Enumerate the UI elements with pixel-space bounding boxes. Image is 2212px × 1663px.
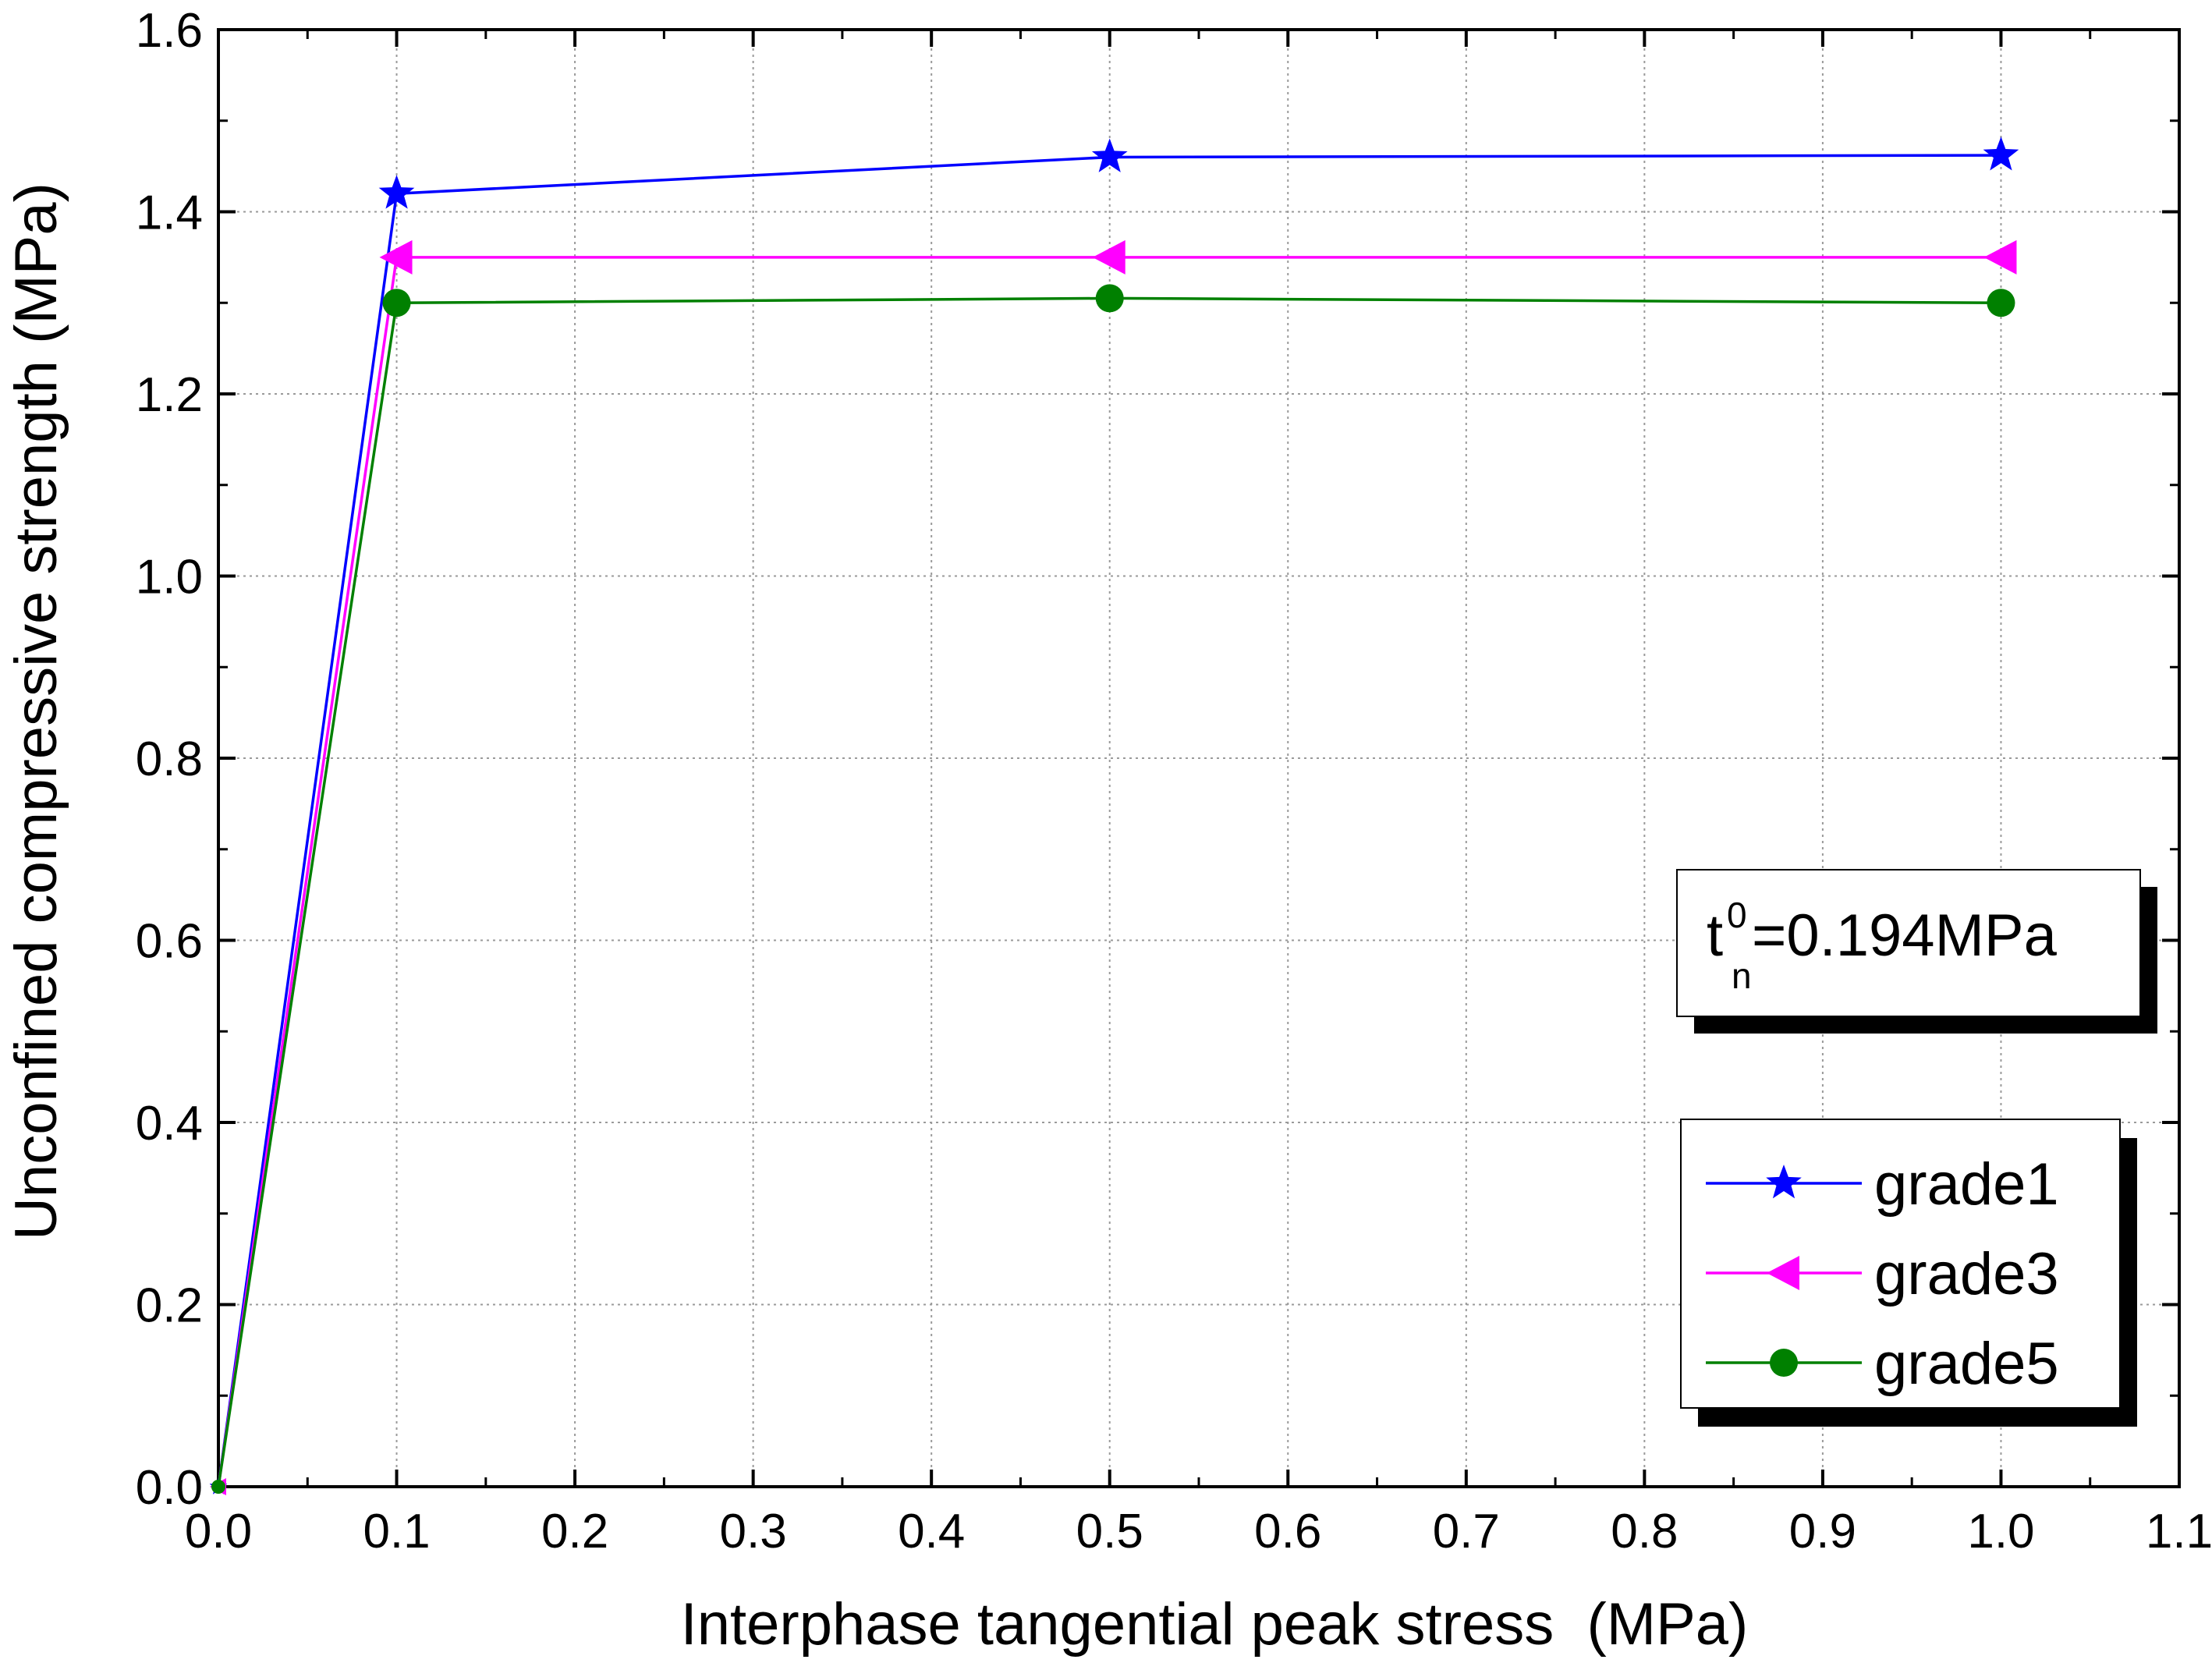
data-point (378, 175, 415, 209)
y-tick-label: 0.2 (136, 1279, 203, 1333)
annotation-base: t (1707, 902, 1723, 969)
y-tick-label: 1.2 (136, 368, 203, 422)
legend-label: grade5 (1874, 1331, 2059, 1397)
annotation-box: t 0 n=0.194MPa (1676, 869, 2157, 1034)
grid-lines (218, 30, 2179, 1487)
x-tick-label: 0.3 (720, 1505, 787, 1558)
legend-marker (1770, 1349, 1798, 1377)
x-tick-label: 1.1 (2146, 1505, 2212, 1558)
x-tick-label: 0.5 (1076, 1505, 1143, 1558)
annotation-frame (1676, 869, 2141, 1017)
y-tick-label: 0.8 (136, 732, 203, 786)
data-point (1987, 289, 2015, 317)
series-grade5 (211, 284, 2015, 1494)
x-tick-label: 0.4 (898, 1505, 965, 1558)
y-tick-label: 0.0 (136, 1461, 203, 1515)
y-tick-label: 0.4 (136, 1097, 203, 1151)
annotation-value: =0.194MPa (1752, 902, 2058, 969)
legend-item-grade3: grade3 (1706, 1241, 2059, 1307)
y-tick-label: 1.0 (136, 551, 203, 605)
series-line (217, 256, 2001, 1487)
x-axis-title: Interphase tangential peak stress (MPa) (681, 1591, 1749, 1658)
series-line (217, 154, 2001, 1487)
data-point (1095, 284, 1124, 313)
legend-label: grade1 (1874, 1151, 2059, 1218)
legend-item-grade5: grade5 (1706, 1331, 2059, 1397)
x-tick-label: 0.8 (1611, 1505, 1678, 1558)
y-tick-label: 0.6 (136, 915, 203, 969)
legend-label: grade3 (1874, 1241, 2059, 1307)
data-point (1091, 138, 1128, 172)
x-tick-label: 0.0 (185, 1505, 252, 1558)
data-point (1983, 137, 2019, 171)
x-tick-label: 0.7 (1433, 1505, 1500, 1558)
series-grade3 (210, 239, 2017, 1495)
data-point (379, 239, 413, 275)
x-tick-label: 0.2 (541, 1505, 608, 1558)
legend-frame (1680, 1119, 2121, 1409)
data-point (1983, 239, 2017, 275)
legend-item-grade1: grade1 (1706, 1151, 2059, 1218)
y-axis-title: Unconfined compressive strength (MPa) (3, 183, 69, 1240)
x-tick-label: 0.9 (1789, 1505, 1856, 1558)
legend: grade1 grade3 grade5 (1680, 1119, 2137, 1427)
legend-marker (1767, 1256, 1799, 1290)
data-point (382, 289, 411, 317)
series-line (217, 296, 2001, 1487)
data-point (1092, 239, 1125, 275)
x-tick-label: 0.1 (363, 1505, 430, 1558)
y-axis: 0.0 0.2 0.4 0.6 0.8 1.0 1.2 1.4 1.6 (136, 4, 2179, 1515)
annotation-subscript: n (1732, 956, 1752, 996)
annotation-superscript: 0 (1727, 895, 1747, 935)
x-tick-label: 0.6 (1254, 1505, 1321, 1558)
x-tick-label: 1.0 (1967, 1505, 2034, 1558)
y-tick-label: 1.6 (136, 4, 203, 58)
y-tick-label: 1.4 (136, 186, 203, 240)
x-axis: 0.0 0.1 0.2 0.3 0.4 0.5 0.6 0.7 0.8 0.9 1.0 1.1 (185, 30, 2212, 1558)
legend-marker (1766, 1165, 1802, 1199)
data-point (211, 1480, 225, 1494)
